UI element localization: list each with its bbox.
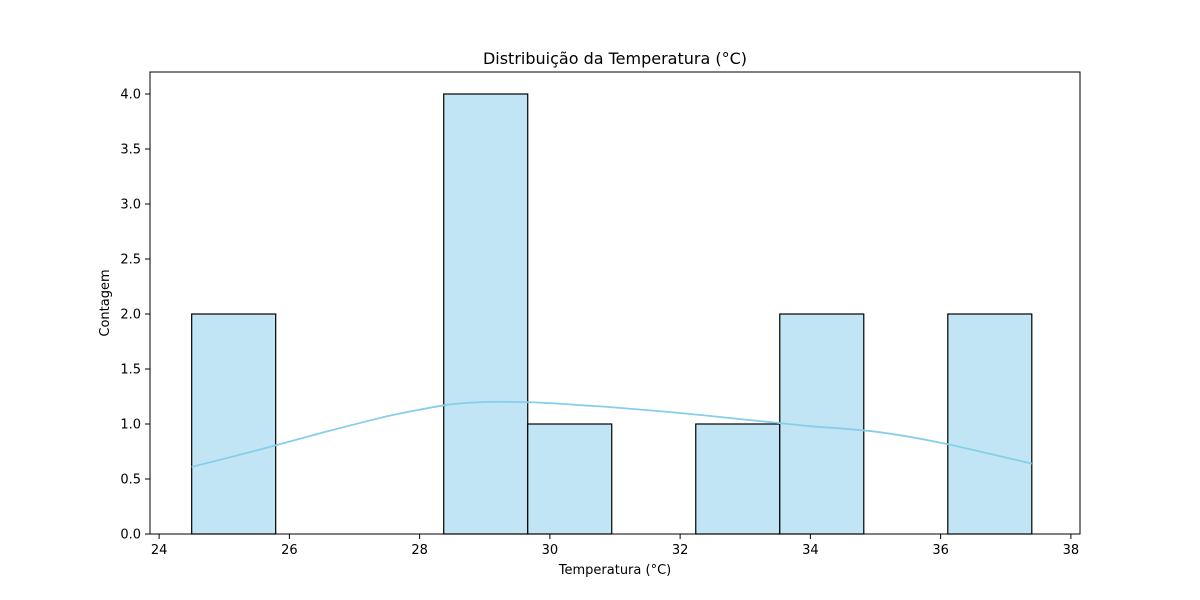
y-tick-label-4: 4.0 — [120, 88, 141, 103]
histogram-bar-5 — [527, 423, 613, 535]
x-axis: 24 26 28 30 32 34 36 38 — [151, 534, 1079, 558]
x-tick-label-36: 36 — [932, 543, 949, 558]
y-axis-label: Contagem — [98, 269, 113, 336]
kde-curve — [191, 400, 1033, 468]
x-tick-label-28: 28 — [411, 543, 428, 558]
histogram-bar-1 — [191, 313, 277, 535]
y-tick-label-1: 1.0 — [120, 418, 141, 433]
bars-layer — [191, 93, 1033, 535]
y-tick-label-0: 0.0 — [120, 528, 141, 543]
y-tick-label-1-5: 1.5 — [120, 363, 141, 378]
y-tick-label-3: 3.0 — [120, 198, 141, 213]
y-tick-label-3-5: 3.5 — [120, 143, 141, 158]
x-axis-label: Temperatura (°C) — [558, 563, 671, 578]
chart-title: Distribuição da Temperatura (°C) — [483, 49, 747, 68]
x-tick-label-34: 34 — [802, 543, 819, 558]
y-tick-label-0-5: 0.5 — [120, 473, 141, 488]
y-tick-label-2-5: 2.5 — [120, 253, 141, 268]
histogram-bar-4 — [443, 93, 529, 535]
histogram-bar-7 — [695, 423, 781, 535]
y-axis: 0.0 0.5 1.0 1.5 2.0 2.5 3.0 3.5 4.0 — [120, 88, 150, 543]
histogram-bar-10 — [947, 313, 1033, 535]
x-tick-label-24: 24 — [151, 543, 168, 558]
x-tick-label-32: 32 — [672, 543, 689, 558]
y-tick-label-2: 2.0 — [120, 308, 141, 323]
x-tick-label-26: 26 — [281, 543, 298, 558]
x-tick-label-30: 30 — [542, 543, 559, 558]
plot-frame — [149, 71, 1081, 535]
x-tick-label-38: 38 — [1063, 543, 1080, 558]
kde-layer — [191, 400, 1033, 468]
